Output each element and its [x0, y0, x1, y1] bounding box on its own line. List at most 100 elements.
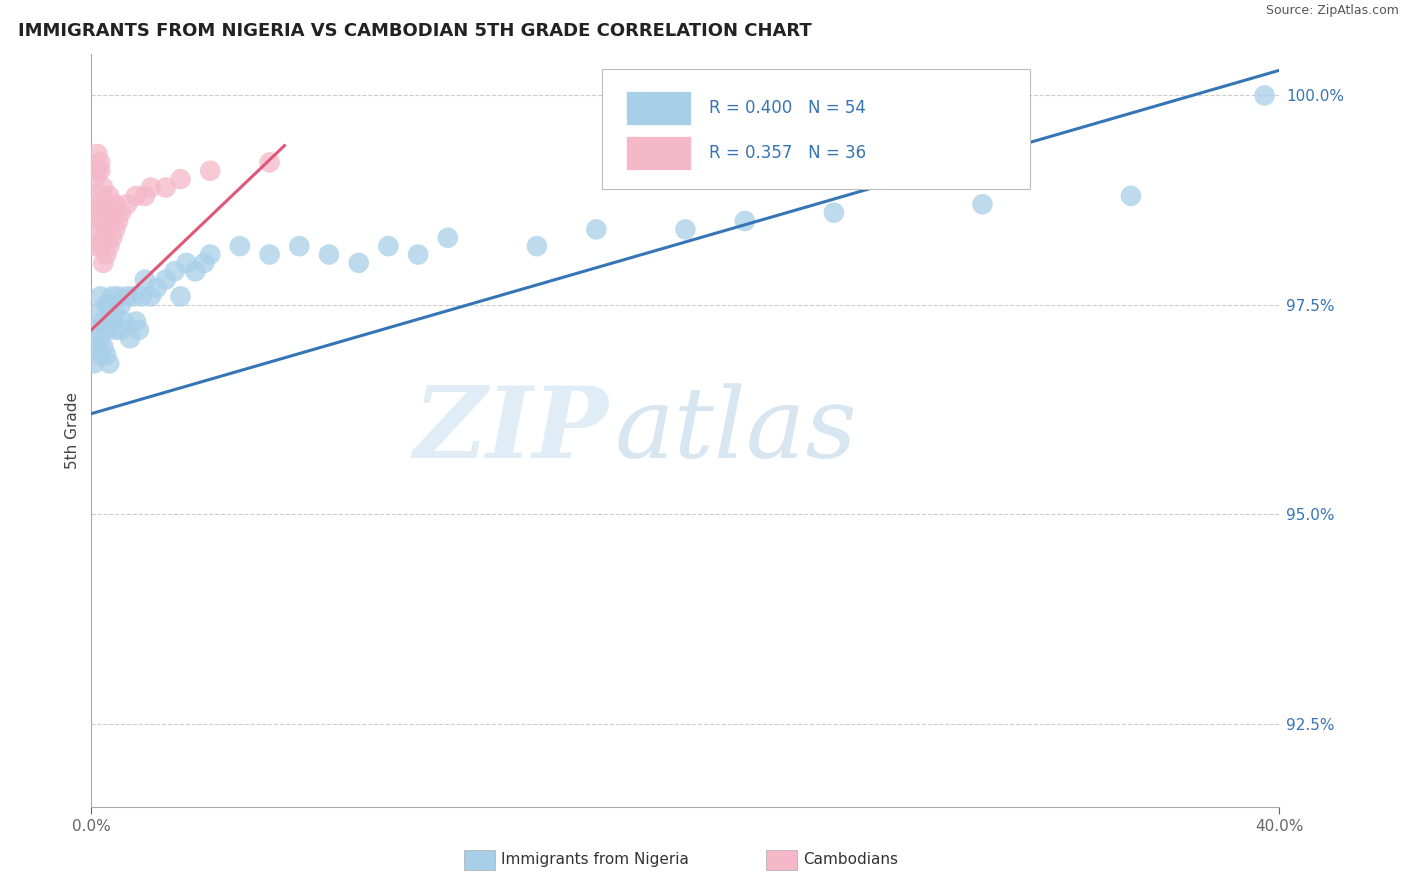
- Point: [972, 197, 994, 211]
- Point: [104, 323, 127, 337]
- Point: [91, 205, 114, 219]
- Point: [1119, 189, 1142, 203]
- Point: [98, 356, 121, 370]
- Point: [125, 314, 148, 328]
- Point: [89, 163, 111, 178]
- Point: [134, 272, 156, 286]
- Point: [229, 239, 252, 253]
- Point: [89, 289, 111, 303]
- Point: [83, 356, 105, 370]
- Point: [98, 298, 121, 312]
- Text: atlas: atlas: [614, 383, 856, 478]
- Point: [585, 222, 607, 236]
- Point: [184, 264, 207, 278]
- Point: [259, 247, 281, 261]
- Point: [734, 214, 756, 228]
- Point: [83, 172, 105, 186]
- Point: [91, 340, 114, 354]
- Point: [673, 222, 696, 236]
- Point: [110, 205, 132, 219]
- Point: [89, 239, 111, 253]
- Point: [91, 180, 114, 194]
- Point: [89, 155, 111, 169]
- FancyBboxPatch shape: [602, 69, 1031, 189]
- Point: [1253, 88, 1275, 103]
- Point: [96, 222, 118, 236]
- Point: [139, 289, 162, 303]
- Point: [115, 289, 138, 303]
- Point: [86, 306, 108, 320]
- Point: [96, 348, 118, 362]
- Point: [145, 281, 167, 295]
- Point: [112, 314, 135, 328]
- Point: [86, 222, 108, 236]
- Point: [101, 289, 124, 303]
- Point: [96, 197, 118, 211]
- Point: [128, 323, 150, 337]
- Point: [104, 222, 127, 236]
- Point: [526, 239, 548, 253]
- Point: [86, 197, 108, 211]
- Point: [176, 256, 198, 270]
- Point: [83, 205, 105, 219]
- Point: [91, 231, 114, 245]
- Point: [96, 323, 118, 337]
- Point: [98, 189, 121, 203]
- Text: IMMIGRANTS FROM NIGERIA VS CAMBODIAN 5TH GRADE CORRELATION CHART: IMMIGRANTS FROM NIGERIA VS CAMBODIAN 5TH…: [18, 22, 813, 40]
- Point: [83, 323, 105, 337]
- Point: [104, 197, 127, 211]
- Point: [200, 163, 222, 178]
- Point: [91, 314, 114, 328]
- Point: [86, 147, 108, 161]
- Point: [118, 331, 141, 345]
- Point: [89, 189, 111, 203]
- Point: [98, 214, 121, 228]
- Point: [89, 331, 111, 345]
- Point: [110, 298, 132, 312]
- Text: Source: ZipAtlas.com: Source: ZipAtlas.com: [1265, 4, 1399, 18]
- Point: [86, 340, 108, 354]
- Point: [406, 247, 429, 261]
- Point: [107, 289, 129, 303]
- Text: R = 0.400   N = 54: R = 0.400 N = 54: [709, 99, 866, 117]
- Point: [96, 298, 118, 312]
- FancyBboxPatch shape: [626, 91, 692, 125]
- Point: [86, 163, 108, 178]
- Point: [89, 214, 111, 228]
- Point: [193, 256, 215, 270]
- Point: [155, 180, 177, 194]
- Text: R = 0.357   N = 36: R = 0.357 N = 36: [709, 145, 866, 162]
- Point: [83, 239, 105, 253]
- Point: [98, 239, 121, 253]
- Point: [122, 289, 145, 303]
- Point: [139, 180, 162, 194]
- Point: [89, 348, 111, 362]
- Point: [823, 205, 845, 219]
- Point: [288, 239, 311, 253]
- Point: [104, 306, 127, 320]
- Y-axis label: 5th Grade: 5th Grade: [65, 392, 80, 469]
- Point: [125, 189, 148, 203]
- Point: [347, 256, 370, 270]
- Text: Cambodians: Cambodians: [803, 853, 898, 867]
- Point: [101, 231, 124, 245]
- Point: [91, 256, 114, 270]
- Text: Immigrants from Nigeria: Immigrants from Nigeria: [501, 853, 689, 867]
- Point: [131, 289, 153, 303]
- Point: [163, 264, 186, 278]
- Point: [134, 189, 156, 203]
- Point: [110, 323, 132, 337]
- Point: [436, 231, 458, 245]
- Point: [107, 214, 129, 228]
- Point: [169, 289, 191, 303]
- Point: [200, 247, 222, 261]
- Point: [101, 205, 124, 219]
- Point: [259, 155, 281, 169]
- Point: [169, 172, 191, 186]
- FancyBboxPatch shape: [626, 136, 692, 170]
- Point: [377, 239, 399, 253]
- Point: [318, 247, 340, 261]
- Point: [155, 272, 177, 286]
- Point: [101, 314, 124, 328]
- Text: ZIP: ZIP: [413, 382, 609, 479]
